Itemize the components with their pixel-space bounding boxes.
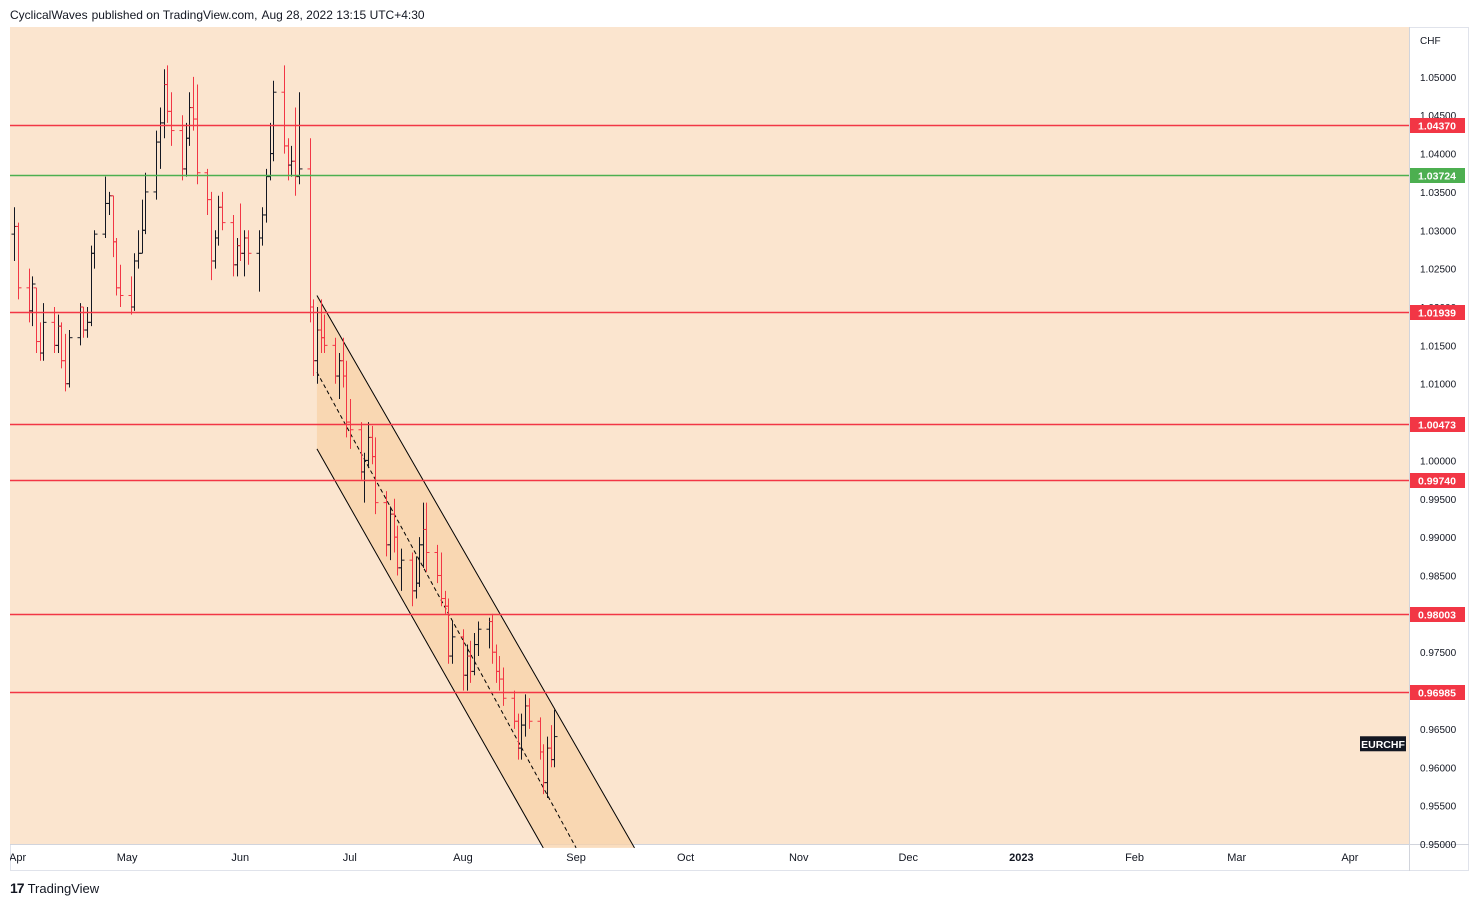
ohlc-bar [526,698,533,729]
ohlc-bar [372,437,379,515]
x-tick-label: Apr [10,852,27,864]
y-tick-label: 1.05000 [1420,73,1457,84]
ohlc-bar [245,230,252,265]
ohlc-bar [66,330,73,388]
level-badge [1410,685,1465,700]
ohlc-bar [475,621,482,657]
descending-channel[interactable] [316,295,635,849]
level-badge [1410,417,1465,432]
symbol-label-box [1360,736,1406,752]
level-price-badges: 1.04370 1.03724 1.01939 1.00473 0.99740 0.980… [1410,118,1465,700]
level-badge-label: 1.04370 [1418,121,1456,133]
y-tick-label: 0.95000 [1420,840,1457,851]
y-tick-label: 1.02500 [1420,265,1457,276]
y-tick-label: 1.01500 [1420,341,1457,352]
x-tick-label: Mar [1227,852,1246,864]
publish-header: CyclicalWaves published on TradingView.co… [10,8,429,22]
level-badge-label: 0.96985 [1418,688,1456,700]
ohlc-bars [11,65,558,798]
currency-label: CHF [1420,36,1441,47]
ohlc-bar [117,264,124,308]
ohlc-bar [296,92,303,185]
ohlc-bar [168,92,175,146]
x-tick-label: Dec [898,852,918,864]
x-tick-label: Oct [677,852,694,864]
level-badge [1410,168,1465,183]
published-text: published on TradingView.com, [91,8,258,22]
y-tick-label: 0.97500 [1420,648,1457,659]
x-tick-label: May [117,852,138,864]
y-tick-label: 0.96000 [1420,763,1457,774]
channel-lower-line [316,448,544,849]
level-badge [1410,607,1465,622]
ohlc-bar [15,222,22,300]
level-badge [1410,305,1465,320]
plot-background [10,27,1409,844]
ohlc-bar [423,502,430,572]
horizontal-levels[interactable] [10,124,1409,694]
tradingview-logo-icon[interactable]: 17 [10,880,25,896]
y-tick-label: 0.96500 [1420,725,1457,736]
author-name[interactable]: CyclicalWaves [10,8,88,22]
level-badge-label: 1.00473 [1418,420,1456,432]
x-tick-label: Apr [1341,852,1358,864]
ohlc-bar [321,314,328,354]
ohlc-bar [551,709,558,768]
x-tick-label: Nov [789,852,809,864]
ohlc-bar [270,80,277,162]
x-tick-label: Feb [1125,852,1144,864]
y-tick-label: 1.00000 [1420,456,1457,467]
ohlc-bar [194,84,201,185]
ohlc-bar [449,621,456,664]
level-badge-label: 1.03724 [1418,171,1456,183]
ohlc-bar [398,548,405,591]
y-tick-label: 0.99000 [1420,533,1457,544]
level-badge [1410,473,1465,488]
y-tick-label: 1.04000 [1420,150,1457,161]
symbol-label-group: EURCHF [1360,736,1406,752]
level-badge-label: 0.99740 [1418,476,1456,488]
x-tick-label: 2023 [1009,852,1033,864]
y-tick-label: 0.95500 [1420,802,1457,813]
x-tick-label: Sep [566,852,586,864]
time-axis[interactable]: Apr May Jun Jul Aug Sep Oct Nov Dec 2023 Feb Mar Apr [10,852,1359,864]
y-tick-label: 1.03000 [1420,226,1457,237]
level-badge-label: 0.98003 [1418,610,1456,622]
y-tick-label: 1.04500 [1420,111,1457,122]
y-tick-label: 1.01000 [1420,380,1457,391]
x-tick-label: Jun [231,852,249,864]
ohlc-bar [29,276,36,327]
publish-date: Aug 28, 2022 13:15 UTC+4:30 [261,8,425,22]
channel-median-line [316,371,577,849]
level-badge [1410,118,1465,133]
price-axis[interactable]: CHF 1.05000 1.04500 1.04000 1.03500 1.03000 1… [1420,36,1457,851]
y-tick-label: 0.98500 [1420,572,1457,583]
symbol-label: EURCHF [1361,739,1405,751]
footer: 17 TradingView [10,880,99,896]
x-tick-label: Jul [343,852,357,864]
ohlc-bar [91,230,98,269]
ohlc-bar [500,667,507,706]
level-badge-label: 1.01939 [1418,308,1456,320]
channel-upper-line [316,295,635,849]
tradingview-brand[interactable]: TradingView [27,880,100,896]
price-chart[interactable]: CHF 1.050001.045001.040001.035001.030001… [10,27,1469,871]
y-tick-label: 0.99500 [1420,495,1457,506]
x-tick-label: Aug [453,852,473,864]
ohlc-bar [219,191,226,231]
ohlc-bar [142,172,149,235]
y-tick-label: 1.03500 [1420,188,1457,199]
